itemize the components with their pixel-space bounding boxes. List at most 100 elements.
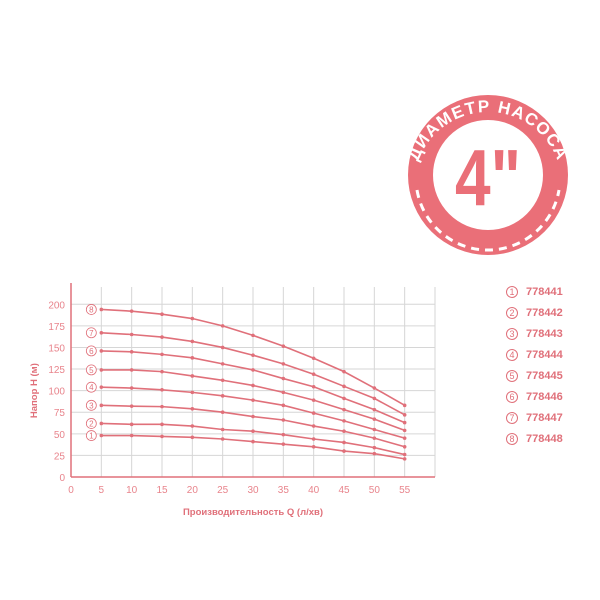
series-marker-label: 1 [89, 432, 94, 441]
data-point [342, 449, 346, 453]
data-point [251, 414, 255, 419]
data-point [342, 407, 346, 412]
y-tick-label: 100 [48, 387, 65, 398]
y-tick-label: 75 [54, 408, 66, 419]
y-axis-label: Напор H (м) [29, 363, 40, 418]
data-point [190, 374, 195, 378]
x-tick-label: 35 [278, 485, 290, 496]
legend-item: 1 778441 [506, 286, 563, 298]
data-point [129, 404, 134, 408]
series-marker-circle [85, 364, 97, 376]
data-point [281, 390, 286, 395]
legend-item: 8 778448 [506, 433, 563, 445]
y-tick-label: 200 [48, 300, 65, 311]
data-point [99, 349, 104, 353]
series-marker-circle [85, 430, 97, 441]
series-marker-circle [85, 345, 97, 357]
data-point [251, 353, 255, 358]
x-tick-label: 55 [399, 485, 411, 496]
data-point [220, 427, 225, 432]
legend-label: 778442 [526, 307, 563, 319]
legend-item: 4 778444 [506, 349, 563, 361]
legend-item: 6 778446 [506, 391, 563, 403]
data-point [99, 403, 104, 408]
data-point [372, 407, 377, 412]
data-point [342, 369, 346, 374]
data-point [251, 368, 255, 372]
x-tick-label: 5 [99, 485, 105, 496]
data-point [190, 390, 195, 395]
data-point [220, 410, 225, 415]
legend-label: 778448 [526, 433, 563, 445]
data-point [220, 324, 225, 328]
data-point [190, 406, 195, 411]
x-tick-label: 25 [217, 485, 229, 496]
data-point [311, 384, 316, 389]
data-point [311, 444, 316, 449]
data-point [129, 368, 134, 372]
x-tick-label: 40 [308, 485, 320, 496]
legend-marker: 4 [506, 349, 518, 361]
data-point [99, 421, 104, 426]
series-marker-label: 6 [89, 347, 94, 356]
data-point [402, 452, 407, 457]
data-point [99, 385, 104, 389]
series-marker-label: 4 [89, 383, 94, 392]
data-point [281, 403, 286, 408]
data-point [220, 394, 225, 398]
legend-marker: 1 [506, 286, 518, 298]
data-point [160, 369, 164, 374]
y-tick-label: 150 [48, 343, 65, 354]
y-tick-label: 25 [54, 451, 66, 462]
data-point [129, 332, 134, 337]
series-marker-circle [85, 381, 97, 393]
data-point [160, 352, 164, 357]
data-point [402, 403, 407, 408]
legend-marker: 5 [506, 370, 518, 382]
data-point [190, 435, 195, 440]
data-point [129, 386, 134, 390]
data-point [160, 312, 164, 317]
data-point [160, 387, 164, 392]
legend-label: 778446 [526, 391, 563, 403]
data-point [99, 433, 104, 438]
data-point [311, 356, 316, 361]
data-point [311, 424, 316, 428]
legend-marker: 2 [506, 307, 518, 319]
data-point [220, 437, 225, 441]
data-point [311, 437, 316, 441]
data-point [251, 333, 255, 338]
data-point [160, 335, 164, 339]
series-marker-label: 2 [89, 419, 94, 428]
data-point [372, 396, 377, 401]
series-marker-label: 3 [89, 401, 94, 410]
data-point [342, 429, 346, 434]
data-point [372, 445, 377, 450]
data-point [99, 307, 104, 312]
x-tick-label: 15 [156, 485, 168, 496]
legend-marker: 6 [506, 391, 518, 403]
data-point [402, 420, 407, 425]
data-point [99, 330, 104, 335]
legend-item: 5 778445 [506, 370, 563, 382]
y-tick-label: 175 [48, 322, 65, 333]
data-point [281, 362, 286, 366]
badge-dashes [415, 189, 561, 252]
data-point [251, 439, 255, 444]
legend-label: 778445 [526, 370, 563, 382]
data-point [311, 372, 316, 377]
series-marker-circle [85, 327, 97, 339]
data-point [251, 383, 255, 388]
data-point [342, 440, 346, 445]
data-point [311, 398, 316, 402]
data-point [281, 376, 286, 381]
data-point [372, 386, 377, 390]
data-point [281, 418, 286, 422]
legend-item: 3 778443 [506, 328, 563, 340]
data-point [190, 424, 195, 428]
data-point [402, 428, 407, 433]
legend-label: 778447 [526, 412, 563, 424]
data-point [402, 413, 407, 417]
y-tick-label: 0 [59, 473, 65, 484]
